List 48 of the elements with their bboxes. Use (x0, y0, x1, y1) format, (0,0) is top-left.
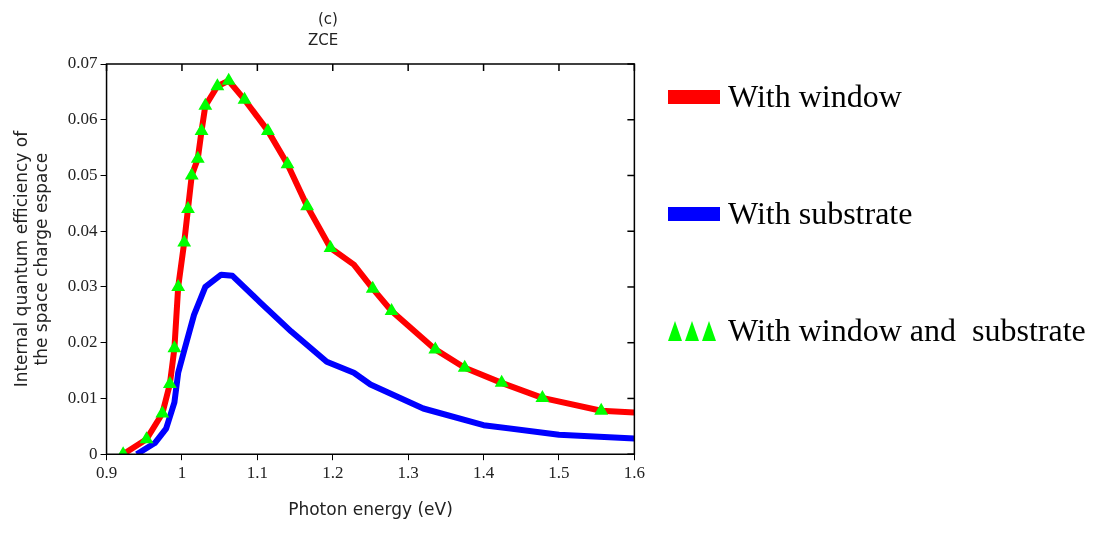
y-tick-label: 0.07 (67, 53, 99, 73)
point (156, 406, 169, 418)
x-tick-label: 1.2 (322, 462, 344, 482)
point (168, 341, 181, 353)
point (385, 303, 398, 315)
legend-label: With window and substrate (728, 312, 1086, 349)
point (495, 375, 508, 387)
point (366, 281, 379, 293)
chart-title: ZCE (307, 30, 339, 49)
y-tick-label: 0.03 (67, 276, 98, 296)
point (178, 235, 191, 247)
point (238, 92, 251, 104)
point (300, 199, 314, 211)
point (163, 376, 177, 388)
point (324, 240, 337, 252)
x-tick-label: 1 (177, 462, 187, 482)
point (595, 403, 608, 415)
y-axis-title: Internal quantum efficiency of the space charge espace (10, 129, 52, 388)
point (199, 98, 212, 110)
point (222, 73, 235, 85)
y-tick-label: 0 (89, 443, 98, 463)
x-tick-label: 1.5 (548, 462, 570, 482)
y-tick-label: 0.01 (67, 387, 98, 407)
point (211, 79, 224, 91)
x-tick-label: 1.1 (246, 462, 268, 482)
point (171, 279, 185, 291)
x-tick-label: 1.4 (472, 462, 495, 482)
text: (c) (317, 10, 339, 28)
legend-label: With window (728, 78, 902, 115)
y-tick-label: 0.05 (67, 164, 98, 184)
point (429, 342, 442, 354)
y-tick-label: 0.06 (67, 109, 98, 129)
point (140, 432, 153, 444)
point (195, 123, 208, 135)
point (536, 390, 549, 402)
x-tick-label: 1.3 (397, 462, 419, 482)
x-tick-label: 0.9 (95, 462, 118, 482)
point (185, 168, 198, 180)
y-tick-label: 0.04 (67, 220, 99, 240)
point (191, 151, 204, 163)
y-tick-label: 0.02 (67, 332, 98, 352)
x-axis-title: Photon energy (eV) (288, 499, 453, 520)
point (181, 201, 195, 213)
point (261, 123, 275, 135)
point (281, 157, 294, 169)
legend-label: With substrate (728, 195, 913, 232)
x-tick-label: 1.6 (623, 462, 645, 482)
point (458, 360, 471, 372)
